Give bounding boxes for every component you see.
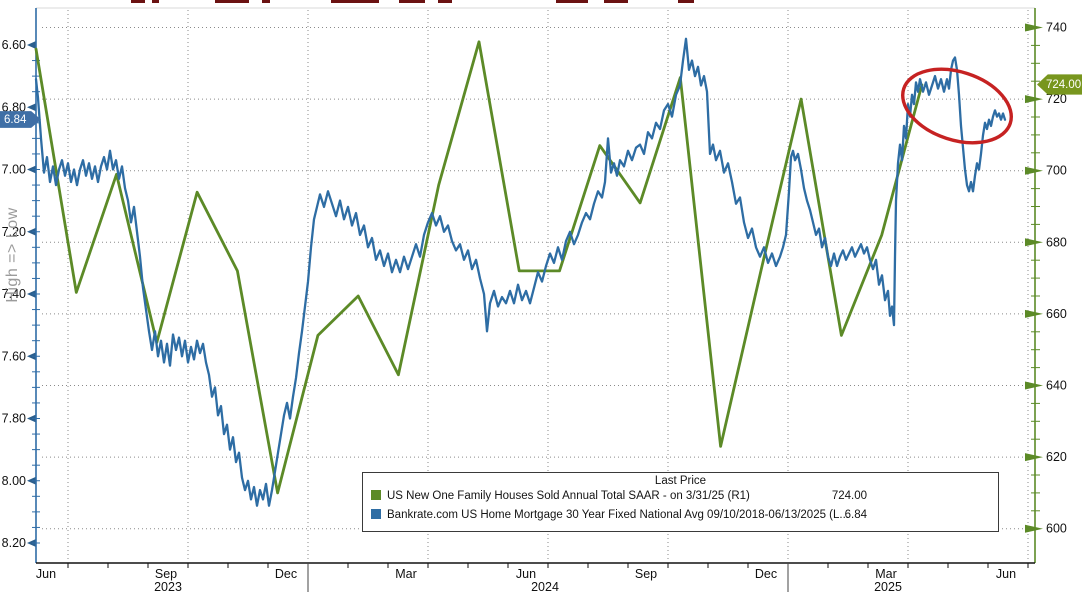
svg-text:7.20: 7.20 (2, 225, 26, 239)
legend-series-value: 6.84 (844, 509, 867, 521)
svg-text:Mar: Mar (395, 567, 417, 581)
svg-text:6.60: 6.60 (2, 38, 26, 52)
green-series-swatch (371, 490, 381, 500)
svg-text:640: 640 (1046, 379, 1067, 393)
left-axis-last-value-badge: 6.84 (0, 111, 41, 128)
svg-text:7.40: 7.40 (2, 287, 26, 301)
legend-series-label: US New One Family Houses Sold Annual Tot… (387, 490, 750, 502)
right-axis-last-value-badge: 724.00 (1037, 74, 1082, 95)
svg-text:Mar: Mar (875, 567, 897, 581)
svg-text:Sep: Sep (155, 567, 177, 581)
svg-text:660: 660 (1046, 307, 1067, 321)
svg-text:7.80: 7.80 (2, 412, 26, 426)
legend-row-mortgage-rate: Bankrate.com US Home Mortgage 30 Year Fi… (363, 506, 998, 525)
annotation-ellipse (901, 67, 1013, 145)
left-axis-label: High => Low (4, 207, 21, 303)
svg-text:680: 680 (1046, 235, 1067, 249)
svg-text:Jun: Jun (996, 567, 1016, 581)
svg-text:Sep: Sep (635, 567, 657, 581)
svg-text:740: 740 (1046, 21, 1067, 35)
legend-series-value: 724.00 (831, 490, 867, 502)
svg-text:7.60: 7.60 (2, 349, 26, 363)
svg-text:620: 620 (1046, 450, 1067, 464)
svg-text:Jun: Jun (36, 567, 56, 581)
svg-text:2025: 2025 (874, 580, 902, 594)
svg-text:600: 600 (1046, 522, 1067, 536)
svg-text:6.80: 6.80 (2, 100, 26, 114)
legend-series-label: Bankrate.com US Home Mortgage 30 Year Fi… (387, 509, 849, 521)
svg-text:8.20: 8.20 (2, 536, 26, 550)
svg-text:2024: 2024 (531, 580, 559, 594)
legend: Last Price US New One Family Houses Sold… (362, 472, 999, 532)
legend-row-new-home-sales: US New One Family Houses Sold Annual Tot… (363, 487, 998, 506)
legend-title: Last Price (654, 475, 707, 487)
svg-text:Dec: Dec (275, 567, 297, 581)
svg-text:700: 700 (1046, 164, 1067, 178)
svg-text:7.00: 7.00 (2, 163, 26, 177)
svg-text:720: 720 (1046, 92, 1067, 106)
svg-text:Dec: Dec (755, 567, 777, 581)
svg-text:8.00: 8.00 (2, 474, 26, 488)
svg-text:2023: 2023 (154, 580, 182, 594)
svg-text:Jun: Jun (516, 567, 536, 581)
blue-series-swatch (371, 509, 381, 519)
